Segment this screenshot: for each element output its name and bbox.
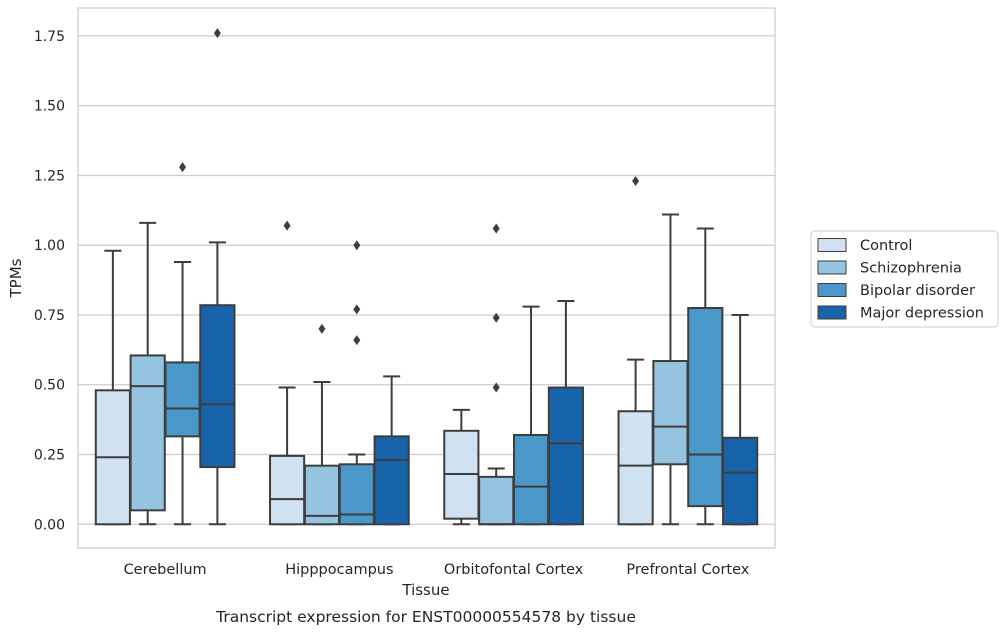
legend-swatch — [817, 238, 847, 252]
y-tick-label: 1.00 — [34, 238, 65, 254]
box — [617, 410, 654, 526]
box-group — [547, 300, 584, 526]
box-group — [373, 375, 410, 526]
box — [652, 360, 689, 466]
box-group — [478, 223, 515, 526]
box — [722, 436, 759, 526]
plot-frame — [77, 7, 776, 549]
y-tick-label: 0.25 — [34, 448, 65, 464]
box-group — [94, 249, 131, 526]
outlier-point — [492, 312, 500, 323]
box-group — [338, 240, 375, 526]
y-tick-label: 0.75 — [34, 308, 65, 324]
y-tick-label: 0.50 — [34, 378, 65, 394]
box — [199, 304, 236, 469]
outlier-point — [353, 240, 361, 251]
y-tick-label: 1.25 — [34, 168, 65, 184]
chart-caption: Transcript expression for ENST0000055457… — [215, 608, 636, 626]
x-tick-label: Orbitofontal Cortex — [444, 562, 584, 578]
box — [269, 454, 306, 526]
outlier-point — [353, 335, 361, 346]
y-tick-label: 0.00 — [34, 517, 65, 533]
box-group — [129, 221, 166, 526]
x-axis-label: Tissue — [401, 581, 449, 599]
box-group — [199, 28, 236, 526]
box-group — [652, 213, 689, 526]
x-axis-ticks: Cerebellum Hipppocampus Orbitofontal Corte… — [124, 562, 750, 578]
x-tick-label: Prefrontal Cortex — [626, 562, 749, 578]
outlier-point — [318, 323, 326, 334]
box-group — [722, 313, 759, 526]
legend-label: Major depression — [860, 306, 984, 322]
outlier-point — [492, 382, 500, 393]
box-group — [512, 305, 550, 526]
box-group — [164, 162, 201, 526]
box-group — [687, 227, 724, 526]
outlier-point — [492, 223, 500, 234]
outlier-point — [283, 220, 291, 231]
y-tick-label: 1.75 — [34, 29, 65, 45]
outlier-point — [353, 304, 361, 315]
legend-box — [810, 230, 999, 328]
y-axis-label: TPMs — [7, 258, 25, 298]
box — [478, 475, 515, 526]
legend-swatch — [817, 260, 847, 275]
legend-label: Bipolar disorder — [860, 283, 975, 299]
box — [164, 361, 201, 438]
box-group — [443, 408, 480, 526]
box-group — [303, 323, 341, 526]
box — [129, 354, 166, 512]
box-group — [269, 220, 306, 526]
legend-label: Control — [860, 238, 912, 254]
box — [547, 386, 584, 526]
legend: Control Schizophrenia Bipolar disorder Majo… — [810, 230, 999, 328]
box — [512, 433, 550, 526]
box-group — [617, 176, 654, 526]
x-tick-label: Cerebellum — [124, 562, 207, 578]
outlier-point — [632, 176, 640, 187]
x-tick-label: Hipppocampus — [285, 562, 393, 578]
y-axis-ticks: 0.00 0.25 0.50 0.75 1.00 1.25 1.50 1.75 — [34, 29, 65, 533]
legend-swatch — [817, 283, 847, 297]
box-plot-area — [94, 28, 759, 526]
outlier-point — [179, 162, 187, 173]
legend-swatch — [817, 305, 847, 320]
legend-label: Schizophrenia — [860, 261, 962, 277]
y-tick-label: 1.50 — [34, 99, 65, 115]
box — [687, 307, 724, 508]
outlier-point — [213, 28, 221, 39]
box — [373, 435, 410, 526]
